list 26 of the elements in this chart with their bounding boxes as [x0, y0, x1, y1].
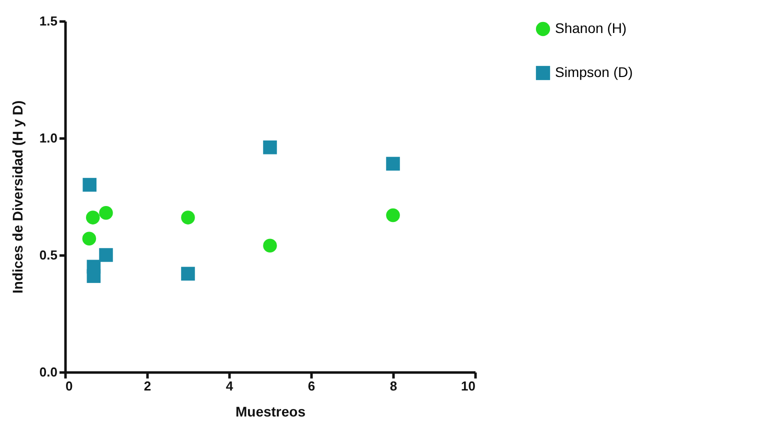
x-tick-label: 4 — [226, 378, 234, 394]
legend-label: Simpson (D) — [555, 64, 633, 80]
point — [86, 210, 100, 224]
y-tick-label: 1.0 — [39, 130, 58, 146]
x-axis-title: Muestreos — [235, 404, 306, 420]
y-tick-label: 0.0 — [39, 364, 58, 380]
x-tick-label: 0 — [66, 378, 73, 394]
legend-label: Shanon (H) — [555, 20, 627, 36]
point — [263, 238, 277, 253]
x-tick-label: 10 — [461, 378, 476, 394]
x-tick-label: 6 — [308, 378, 316, 394]
x-tick-label: 8 — [390, 378, 398, 394]
point — [181, 266, 195, 281]
y-tick-label: 1.5 — [39, 14, 58, 28]
point — [99, 248, 113, 262]
point — [82, 232, 96, 246]
x-tick-label: 2 — [144, 378, 152, 394]
point — [99, 206, 113, 220]
point — [386, 208, 400, 222]
y-axis-title: Indices de Diversidad (H y D) — [9, 100, 26, 294]
point — [386, 156, 400, 171]
point — [263, 140, 277, 154]
y-tick-label: 0.5 — [39, 248, 58, 262]
point — [86, 269, 101, 283]
point — [82, 178, 96, 192]
point — [181, 210, 195, 224]
